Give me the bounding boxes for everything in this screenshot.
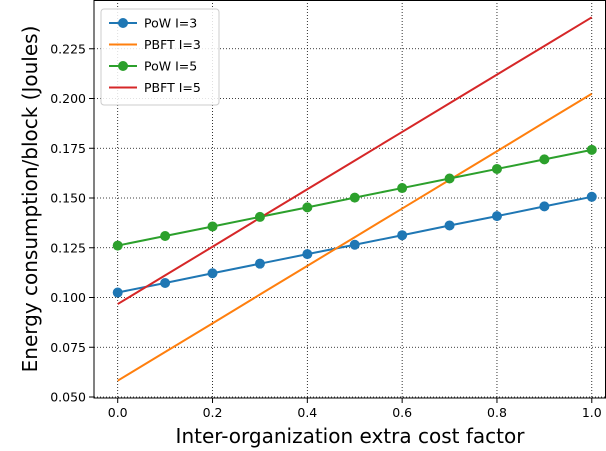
series-0-point-2: [207, 268, 218, 279]
series-0-point-3: [254, 258, 265, 269]
legend-marker-0: [118, 18, 128, 28]
x-tick-label-5: 1.0: [582, 405, 602, 420]
series-markers: [112, 144, 597, 298]
grid: [94, 0, 606, 398]
x-tick-label-0: 0.0: [108, 405, 128, 420]
series-0-point-4: [302, 249, 313, 260]
series-0-point-5: [349, 239, 360, 250]
y-axis-label: Energy consumption/block (Joules): [18, 26, 42, 373]
x-tick-label-4: 0.8: [487, 405, 507, 420]
y-tick-label-1: 0.075: [50, 340, 86, 355]
x-axis-label: Inter-organization extra cost factor: [176, 424, 526, 448]
series-2-point-5: [349, 192, 360, 203]
series-line-1: [117, 92, 593, 382]
series-2-point-2: [207, 221, 218, 232]
y-axis-ticks: 0.050 0.075 0.100 0.125 0.150 0.175 0.200 0.225: [50, 41, 94, 405]
legend-label-0: PoW I=3: [144, 16, 197, 31]
series-line-3: [117, 16, 593, 305]
series-0-point-1: [160, 277, 171, 288]
y-tick-label-0: 0.050: [50, 390, 86, 405]
series-2-point-9: [539, 154, 550, 165]
series-2-point-0: [112, 240, 123, 251]
series-0-point-9: [539, 201, 550, 212]
legend-label-3: PBFT I=5: [144, 80, 201, 95]
series-2-point-4: [302, 202, 313, 213]
series-0-point-6: [397, 230, 408, 241]
y-tick-label-5: 0.175: [50, 141, 86, 156]
series-2-point-6: [397, 183, 408, 194]
series-2-point-10: [586, 144, 597, 155]
series-0-point-0: [112, 287, 123, 298]
y-tick-label-3: 0.125: [50, 240, 86, 255]
legend-label-2: PoW I=5: [144, 59, 197, 74]
legend: PoW I=3 PBFT I=3 PoW I=5 PBFT I=5: [100, 8, 220, 106]
x-tick-label-2: 0.4: [297, 405, 317, 420]
series-0-point-10: [586, 191, 597, 202]
y-tick-label-6: 0.200: [50, 91, 86, 106]
y-tick-label-2: 0.100: [50, 290, 86, 305]
series-2-point-1: [160, 231, 171, 242]
x-tick-label-1: 0.2: [203, 405, 223, 420]
series-2-point-3: [254, 211, 265, 222]
series-0-point-8: [491, 211, 502, 222]
series-2-point-7: [444, 173, 455, 184]
legend-box: [100, 8, 220, 106]
series-2-point-8: [491, 163, 502, 174]
x-axis-ticks: 0.0 0.2 0.4 0.6 0.8 1.0: [108, 398, 602, 420]
series-0-point-7: [444, 220, 455, 231]
legend-marker-2: [118, 61, 128, 71]
legend-label-1: PBFT I=3: [144, 37, 201, 52]
y-tick-label-7: 0.225: [50, 41, 86, 56]
x-tick-label-3: 0.6: [392, 405, 412, 420]
y-tick-label-4: 0.150: [50, 191, 86, 206]
